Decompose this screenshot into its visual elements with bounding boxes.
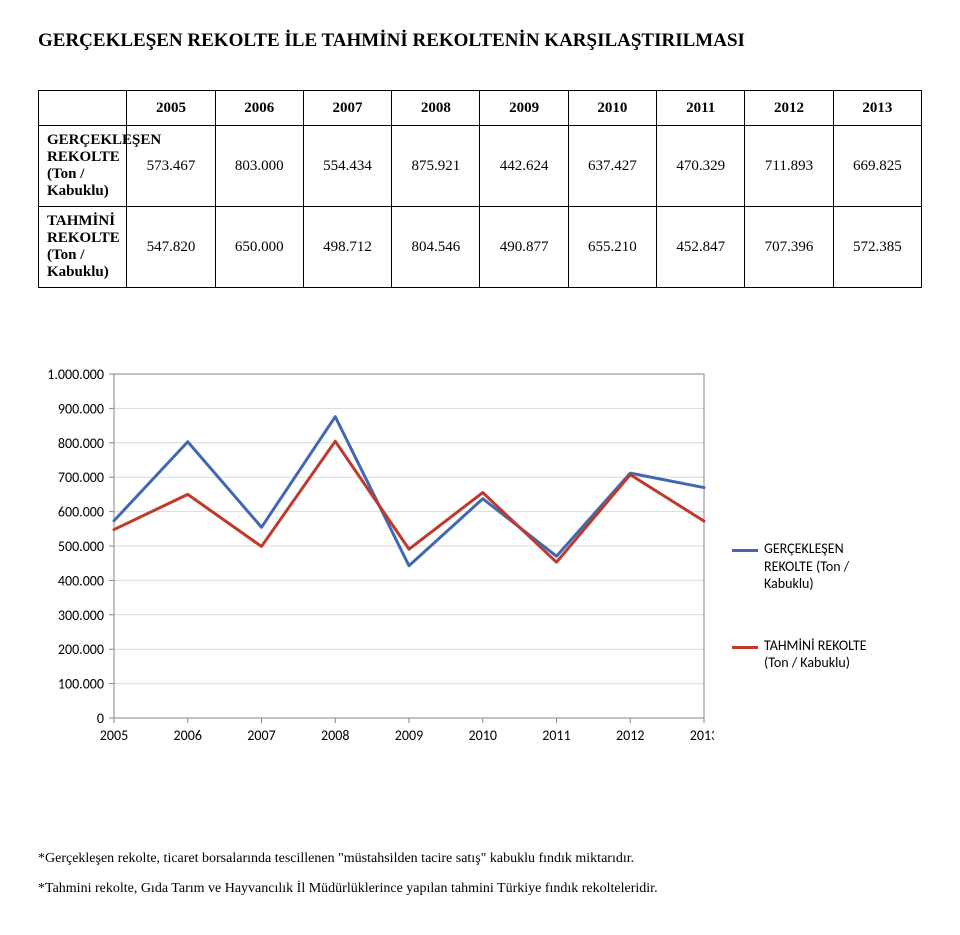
svg-text:2011: 2011 — [542, 727, 570, 744]
col-2011: 2011 — [657, 91, 745, 126]
svg-text:200.000: 200.000 — [58, 641, 104, 658]
table-row-actual: GERÇEKLEŞEN REKOLTE (Ton / Kabuklu) 573.… — [39, 126, 922, 207]
svg-text:2006: 2006 — [174, 727, 202, 744]
svg-text:1.000.000: 1.000.000 — [47, 366, 104, 383]
cell: 637.427 — [568, 126, 656, 207]
table-row-forecast: TAHMİNİ REKOLTE (Ton / Kabuklu) 547.8206… — [39, 207, 922, 288]
cell: 711.893 — [745, 126, 833, 207]
cell: 650.000 — [215, 207, 303, 288]
svg-text:600.000: 600.000 — [58, 504, 104, 521]
page-title: GERÇEKLEŞEN REKOLTE İLE TAHMİNİ REKOLTEN… — [38, 30, 922, 52]
svg-text:400.000: 400.000 — [58, 572, 104, 589]
cell: 804.546 — [392, 207, 480, 288]
chart-legend: GERÇEKLEŞEN REKOLTE (Ton / Kabuklu) TAHM… — [732, 366, 892, 716]
rowhead-forecast: TAHMİNİ REKOLTE (Ton / Kabuklu) — [39, 207, 127, 288]
svg-text:900.000: 900.000 — [58, 400, 104, 417]
col-2008: 2008 — [392, 91, 480, 126]
svg-text:2009: 2009 — [395, 727, 423, 744]
svg-text:500.000: 500.000 — [58, 538, 104, 555]
cell: 547.820 — [127, 207, 215, 288]
footnote-actual: *Gerçekleşen rekolte, ticaret borsaların… — [38, 851, 922, 867]
cell: 669.825 — [833, 126, 921, 207]
legend-label-actual: GERÇEKLEŞEN REKOLTE (Ton / Kabuklu) — [764, 540, 892, 593]
col-2012: 2012 — [745, 91, 833, 126]
col-2013: 2013 — [833, 91, 921, 126]
footnotes: *Gerçekleşen rekolte, ticaret borsaların… — [38, 851, 922, 911]
legend-item-actual: GERÇEKLEŞEN REKOLTE (Ton / Kabuklu) — [732, 540, 892, 593]
table-header-row: 200520062007200820092010201120122013 — [39, 91, 922, 126]
svg-text:0: 0 — [97, 710, 104, 727]
footnote-forecast: *Tahmini rekolte, Gıda Tarım ve Hayvancı… — [38, 881, 922, 897]
legend-swatch-forecast — [732, 646, 758, 649]
cell: 498.712 — [303, 207, 391, 288]
svg-text:100.000: 100.000 — [58, 676, 104, 693]
col-2010: 2010 — [568, 91, 656, 126]
legend-swatch-actual — [732, 549, 758, 552]
line-chart: 0 100.000 200.000 300.000 400.000 500.000 600.… — [38, 366, 714, 751]
cell: 470.329 — [657, 126, 745, 207]
col-2005: 2005 — [127, 91, 215, 126]
svg-text:2010: 2010 — [469, 727, 497, 744]
svg-text:300.000: 300.000 — [58, 607, 104, 624]
svg-text:2013: 2013 — [690, 727, 714, 744]
legend-label-forecast: TAHMİNİ REKOLTE (Ton / Kabuklu) — [764, 637, 892, 672]
cell: 875.921 — [392, 126, 480, 207]
cell: 655.210 — [568, 207, 656, 288]
legend-item-forecast: TAHMİNİ REKOLTE (Ton / Kabuklu) — [732, 637, 892, 672]
col-2007: 2007 — [303, 91, 391, 126]
cell: 554.434 — [303, 126, 391, 207]
col-2006: 2006 — [215, 91, 303, 126]
cell: 803.000 — [215, 126, 303, 207]
cell: 442.624 — [480, 126, 568, 207]
cell: 490.877 — [480, 207, 568, 288]
svg-text:700.000: 700.000 — [58, 469, 104, 486]
cell: 572.385 — [833, 207, 921, 288]
svg-text:800.000: 800.000 — [58, 435, 104, 452]
col-2009: 2009 — [480, 91, 568, 126]
svg-text:2012: 2012 — [616, 727, 644, 744]
cell: 452.847 — [657, 207, 745, 288]
comparison-table: 200520062007200820092010201120122013 GER… — [38, 90, 922, 288]
svg-text:2005: 2005 — [100, 727, 128, 744]
svg-text:2007: 2007 — [247, 727, 275, 744]
table-corner — [39, 91, 127, 126]
svg-text:2008: 2008 — [321, 727, 349, 744]
rowhead-actual: GERÇEKLEŞEN REKOLTE (Ton / Kabuklu) — [39, 126, 127, 207]
cell: 707.396 — [745, 207, 833, 288]
